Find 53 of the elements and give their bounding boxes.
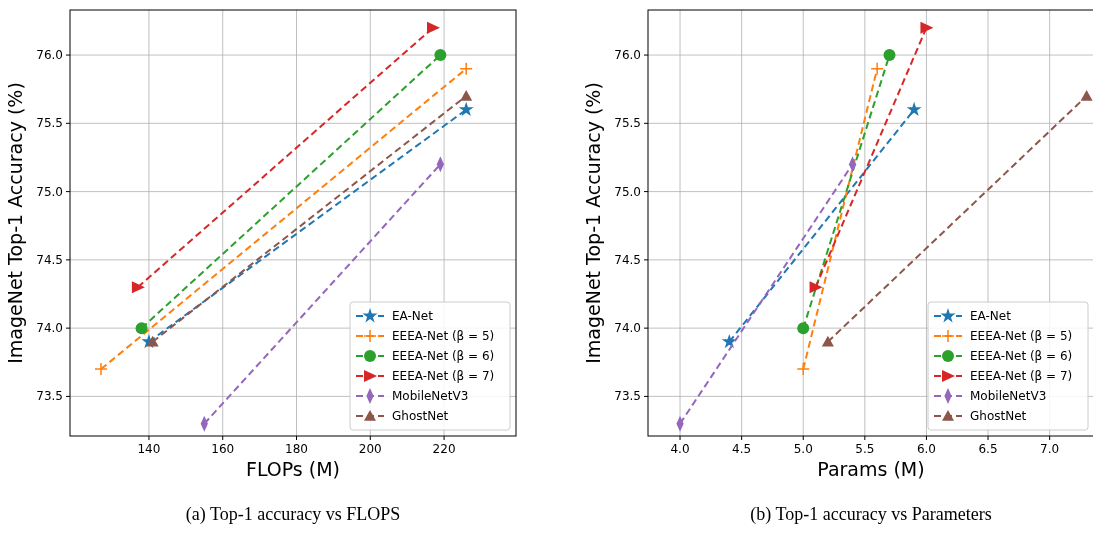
point (797, 322, 810, 335)
legend-label: EEEA-Net (β = 5) (392, 329, 495, 343)
legend-label: EEEA-Net (β = 7) (970, 369, 1073, 383)
legend-label: MobileNetV3 (392, 389, 469, 403)
legend-label: EEEA-Net (β = 5) (970, 329, 1073, 343)
x-tick-label: 7.0 (1040, 442, 1060, 456)
x-axis-title: FLOPs (M) (245, 458, 341, 480)
point (459, 61, 473, 76)
x-tick-label: 140 (137, 442, 161, 456)
y-tick-label: 74.5 (36, 252, 63, 267)
y-tick-label: 75.5 (614, 116, 641, 131)
x-tick-label: 5.5 (855, 442, 875, 456)
text: (a) Top-1 accuracy vs FLOPS (185, 504, 401, 525)
legend-label: EEEA-Net (β = 6) (970, 349, 1073, 363)
y-axis-title: ImageNet Top-1 Accuracy (%) (4, 82, 26, 364)
legend-label: GhostNet (970, 409, 1027, 423)
legend-label: MobileNetV3 (970, 389, 1047, 403)
y-axis-title: ImageNet Top-1 Accuracy (%) (582, 82, 604, 364)
x-tick-label: 6.0 (916, 442, 936, 456)
x-tick-label: 4.0 (670, 442, 690, 456)
y-tick-label: 75.5 (36, 116, 63, 131)
y-tick-label: 73.5 (36, 389, 63, 404)
y-tick-label: 76.0 (36, 48, 63, 63)
x-tick-label: 6.5 (978, 442, 998, 456)
x-tick-label: 200 (358, 442, 382, 456)
x-tick-label: 160 (211, 442, 235, 456)
x-tick-label: 220 (432, 442, 456, 456)
point (870, 61, 884, 76)
point (458, 101, 474, 117)
point (94, 362, 108, 376)
point (721, 333, 737, 349)
y-tick-label: 74.0 (36, 321, 63, 336)
y-tick-label: 74.0 (614, 321, 641, 336)
y-tick-label: 75.0 (36, 184, 63, 199)
point (135, 322, 148, 335)
legend-label: EEEA-Net (β = 6) (392, 349, 495, 363)
point (434, 49, 447, 62)
point (906, 101, 922, 117)
x-tick-label: 4.5 (732, 442, 752, 456)
x-tick-label: 180 (285, 442, 308, 456)
y-tick-label: 73.5 (614, 389, 641, 404)
point (883, 49, 896, 62)
y-tick-label: 75.0 (614, 184, 641, 199)
legend-label: GhostNet (392, 409, 449, 423)
text: (b) Top-1 accuracy vs Parameters (750, 504, 992, 525)
y-tick-label: 76.0 (614, 48, 641, 63)
legend-label: EA-Net (970, 309, 1012, 323)
x-tick-label: 5.0 (793, 442, 813, 456)
point (796, 362, 810, 376)
y-tick-label: 74.5 (614, 252, 641, 267)
x-axis-title: Params (M) (817, 458, 925, 480)
legend-label: EEEA-Net (β = 7) (392, 369, 495, 383)
legend-label: EA-Net (392, 309, 434, 323)
